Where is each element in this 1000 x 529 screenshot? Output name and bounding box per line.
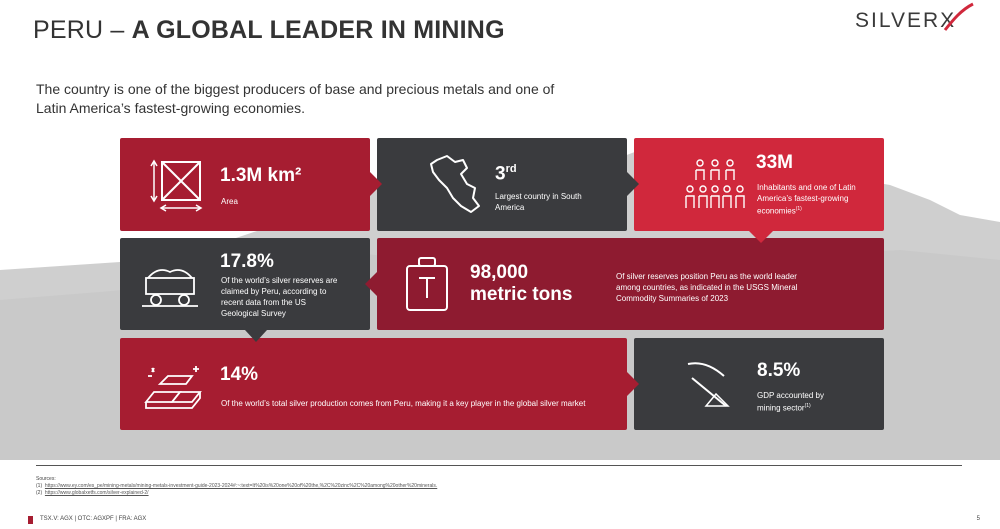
gdp-label: GDP accounted by mining sector (757, 391, 825, 413)
page-number: 5 (976, 516, 980, 522)
tile-rank-pointer (627, 172, 639, 196)
area-icon (150, 159, 203, 212)
peru-map-icon (430, 155, 480, 213)
title-prefix: PERU – (33, 16, 132, 44)
rank-value: 3rd (495, 163, 517, 185)
people-icon (685, 159, 745, 208)
tile-production-pointer (627, 372, 639, 396)
source-link[interactable]: https://www.ey.com/es_pe/mining-metals/m… (44, 483, 438, 489)
inhabitants-footnote: (1) (795, 206, 802, 212)
tile-tons: 98,000 metric tons Of silver reserves pos… (377, 238, 884, 330)
inhabitants-label: Inhabitants and one of Latin America’s f… (757, 183, 856, 216)
inhabitants-value: 33M (756, 152, 793, 173)
pickaxe-icon (687, 362, 730, 407)
production-value: 14% (220, 364, 259, 385)
silver-bars-icon (144, 366, 202, 409)
weight-icon (406, 257, 448, 311)
footer-tickers: TSX.V: AGX | OTC: AGXPF | FRA: AGX (40, 516, 147, 522)
logo-text: SILVERX (855, 9, 957, 32)
silverx-logo: SILVERX (855, 2, 974, 34)
sources-heading: Sources: (36, 476, 56, 482)
page-title: PERU – A GLOBAL LEADER IN MINING (33, 16, 505, 45)
inhabitants-label-wrap: Inhabitants and one of Latin America’s f… (757, 182, 869, 217)
title-main: A GLOBAL LEADER IN MINING (131, 16, 505, 44)
gdp-label-wrap: GDP accounted by mining sector(1) (757, 390, 847, 414)
gdp-footnote: (1) (804, 403, 811, 409)
tile-gdp: 8.5% GDP accounted by mining sector(1) (634, 338, 884, 430)
footer-accent-bar (28, 516, 33, 524)
tile-reserves: 17.8% Of the world’s silver reserves are… (120, 238, 370, 330)
tons-value-line1: 98,000 (470, 262, 529, 283)
area-value: 1.3M km² (220, 165, 302, 186)
tile-rank: 3rd Largest country in South America (377, 138, 627, 231)
tile-area: 1.3M km² Area (120, 138, 370, 231)
gdp-value: 8.5% (757, 360, 801, 381)
logo-swoosh-icon (943, 2, 974, 31)
tile-tons-pointer (365, 272, 377, 296)
tile-production: 14% Of the world’s total silver producti… (120, 338, 627, 430)
tons-label: Of silver reserves position Peru as the … (616, 272, 798, 303)
tons-value-line2: metric tons (470, 284, 573, 305)
mine-cart-icon (142, 269, 198, 307)
area-label: Area (221, 197, 238, 206)
source-item: (2) https://www.globalxetfs.com/silver-e… (36, 490, 962, 497)
tile-reserves-pointer (245, 330, 267, 342)
rank-suffix: rd (505, 163, 517, 175)
source-num: (2) (36, 490, 43, 496)
tons-value: 98,000 metric tons (470, 262, 572, 306)
reserves-label: Of the world’s silver reserves are claim… (221, 276, 338, 318)
source-num: (1) (36, 483, 43, 489)
source-item: (1) https://www.ey.com/es_pe/mining-meta… (36, 483, 962, 490)
tile-inhabitants: 33M Inhabitants and one of Latin America… (634, 138, 884, 231)
tile-inhabitants-pointer (749, 231, 773, 243)
intro-text: The country is one of the biggest produc… (36, 81, 555, 116)
production-label: Of the world’s total silver production c… (221, 399, 586, 408)
source-link[interactable]: https://www.globalxetfs.com/silver-expla… (44, 490, 149, 496)
rank-label: Largest country in South America (495, 192, 582, 212)
footer: TSX.V: AGX | OTC: AGXPF | FRA: AGX 5 (0, 510, 1000, 529)
tile-area-pointer (370, 172, 382, 196)
reserves-value: 17.8% (220, 251, 274, 272)
rank-number: 3 (495, 163, 506, 185)
sources-section: Sources: (1) https://www.ey.com/es_pe/mi… (36, 465, 962, 497)
